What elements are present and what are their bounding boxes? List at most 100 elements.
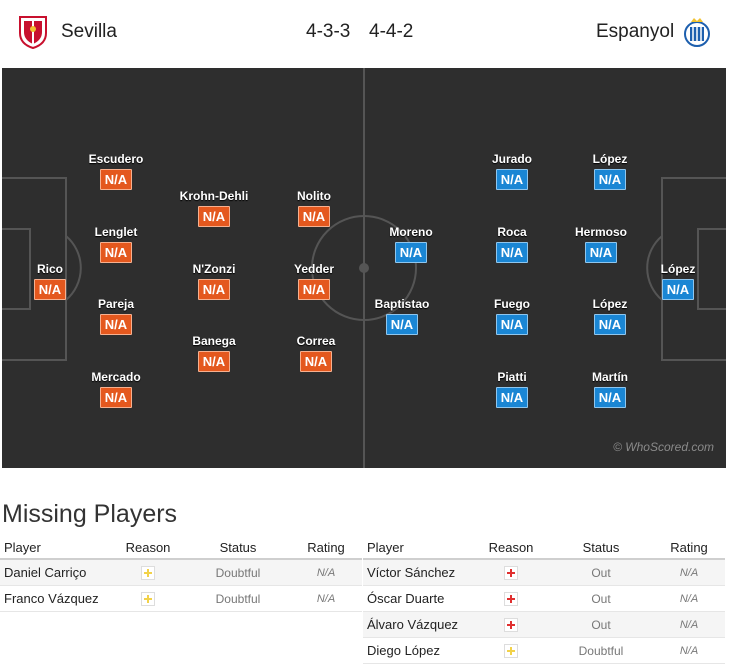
missing-player-row[interactable]: Álvaro Vázquez Out N/A (363, 611, 725, 638)
col-header-rating[interactable]: Rating (653, 536, 725, 560)
player-name[interactable]: Correa (296, 334, 336, 348)
missing-player-name[interactable]: Óscar Duarte (363, 585, 473, 612)
missing-player-status: Out (549, 585, 653, 612)
home-player[interactable]: Rico N/A (10, 262, 90, 300)
home-missing-table: Player Reason Status Rating Daniel Carri… (0, 536, 362, 612)
col-header-status[interactable]: Status (549, 536, 653, 560)
player-name[interactable]: Roca (497, 225, 527, 239)
missing-player-name[interactable]: Víctor Sánchez (363, 559, 473, 586)
home-player[interactable]: Lenglet N/A (76, 225, 156, 263)
col-header-reason[interactable]: Reason (473, 536, 549, 560)
home-player[interactable]: Nolito N/A (274, 189, 354, 227)
home-formation: 4-3-3 (306, 21, 351, 42)
doubtful-icon (504, 644, 518, 659)
away-player[interactable]: Roca N/A (472, 225, 552, 263)
home-player[interactable]: Pareja N/A (76, 297, 156, 335)
missing-player-name[interactable]: Diego López (363, 637, 473, 664)
home-player[interactable]: Krohn-Dehli N/A (174, 189, 254, 227)
player-name[interactable]: Banega (192, 334, 236, 348)
player-name[interactable]: Baptistao (374, 297, 430, 311)
player-name[interactable]: Martín (592, 370, 628, 384)
missing-player-row[interactable]: Óscar Duarte Out N/A (363, 585, 725, 612)
col-header-player[interactable]: Player (0, 536, 110, 560)
home-player[interactable]: Correa N/A (276, 334, 356, 372)
player-name[interactable]: Escudero (88, 152, 144, 166)
player-rating-badge: N/A (662, 279, 694, 300)
missing-player-row[interactable]: Víctor Sánchez Out N/A (363, 559, 725, 586)
home-player[interactable]: Escudero N/A (76, 152, 156, 190)
player-name[interactable]: N'Zonzi (192, 262, 236, 276)
col-header-rating[interactable]: Rating (290, 536, 362, 560)
missing-player-rating: N/A (653, 559, 725, 586)
reason-cell (110, 559, 186, 586)
player-name[interactable]: Nolito (297, 189, 331, 203)
injury-icon (504, 592, 518, 607)
player-rating-badge: N/A (386, 314, 418, 335)
missing-player-row[interactable]: Franco Vázquez Doubtful N/A (0, 585, 362, 612)
missing-player-rating: N/A (653, 637, 725, 664)
player-name[interactable]: Moreno (389, 225, 433, 239)
player-rating-badge: N/A (100, 169, 132, 190)
away-player[interactable]: Martín N/A (570, 370, 650, 408)
player-rating-badge: N/A (496, 169, 528, 190)
reason-cell (473, 611, 549, 638)
missing-player-status: Out (549, 611, 653, 638)
player-name[interactable]: Rico (36, 262, 63, 276)
injury-icon (504, 618, 518, 633)
player-name[interactable]: Lenglet (94, 225, 138, 239)
missing-player-rating: N/A (290, 585, 362, 612)
missing-player-row[interactable]: Diego López Doubtful N/A (363, 637, 725, 664)
player-rating-badge: N/A (298, 279, 330, 300)
injury-icon (504, 566, 518, 581)
player-rating-badge: N/A (100, 314, 132, 335)
player-rating-badge: N/A (100, 242, 132, 263)
away-player[interactable]: Piatti N/A (472, 370, 552, 408)
away-player[interactable]: López N/A (570, 152, 650, 190)
away-player[interactable]: Fuego N/A (472, 297, 552, 335)
missing-player-name[interactable]: Daniel Carriço (0, 559, 110, 586)
missing-player-status: Doubtful (186, 585, 290, 612)
player-name[interactable]: Yedder (293, 262, 335, 276)
away-player[interactable]: Moreno N/A (371, 225, 451, 263)
home-player[interactable]: Banega N/A (174, 334, 254, 372)
home-player[interactable]: Mercado N/A (76, 370, 156, 408)
player-rating-badge: N/A (198, 351, 230, 372)
missing-players-title: Missing Players (2, 500, 178, 528)
missing-player-name[interactable]: Franco Vázquez (0, 585, 110, 612)
player-name[interactable]: Piatti (497, 370, 527, 384)
away-team-name[interactable]: Espanyol (596, 21, 675, 42)
player-rating-badge: N/A (298, 206, 330, 227)
home-player[interactable]: Yedder N/A (274, 262, 354, 300)
match-header: Sevilla 4-3-3 4-4-2 Espanyol (0, 0, 730, 64)
col-header-status[interactable]: Status (186, 536, 290, 560)
missing-player-row[interactable]: Daniel Carriço Doubtful N/A (0, 559, 362, 586)
missing-player-rating: N/A (653, 611, 725, 638)
player-name[interactable]: Mercado (91, 370, 141, 384)
player-name[interactable]: López (660, 262, 696, 276)
col-header-player[interactable]: Player (363, 536, 473, 560)
player-name[interactable]: Fuego (494, 297, 530, 311)
player-name[interactable]: López (592, 297, 628, 311)
player-name[interactable]: Pareja (97, 297, 135, 311)
player-name[interactable]: Hermoso (574, 225, 627, 239)
doubtful-icon (141, 592, 155, 607)
player-rating-badge: N/A (198, 206, 230, 227)
player-rating-badge: N/A (395, 242, 427, 263)
col-header-reason[interactable]: Reason (110, 536, 186, 560)
player-name[interactable]: Krohn-Dehli (179, 189, 249, 203)
missing-player-status: Doubtful (186, 559, 290, 586)
away-player[interactable]: López N/A (570, 297, 650, 335)
player-name[interactable]: Jurado (491, 152, 532, 166)
missing-player-status: Doubtful (549, 637, 653, 664)
reason-cell (110, 585, 186, 612)
home-team-name[interactable]: Sevilla (61, 21, 117, 42)
away-player[interactable]: Baptistao N/A (362, 297, 442, 335)
away-player[interactable]: Hermoso N/A (561, 225, 641, 263)
missing-player-rating: N/A (290, 559, 362, 586)
away-player[interactable]: López N/A (638, 262, 718, 300)
missing-player-name[interactable]: Álvaro Vázquez (363, 611, 473, 638)
home-player[interactable]: N'Zonzi N/A (174, 262, 254, 300)
away-player[interactable]: Jurado N/A (472, 152, 552, 190)
player-name[interactable]: López (592, 152, 628, 166)
missing-player-status: Out (549, 559, 653, 586)
